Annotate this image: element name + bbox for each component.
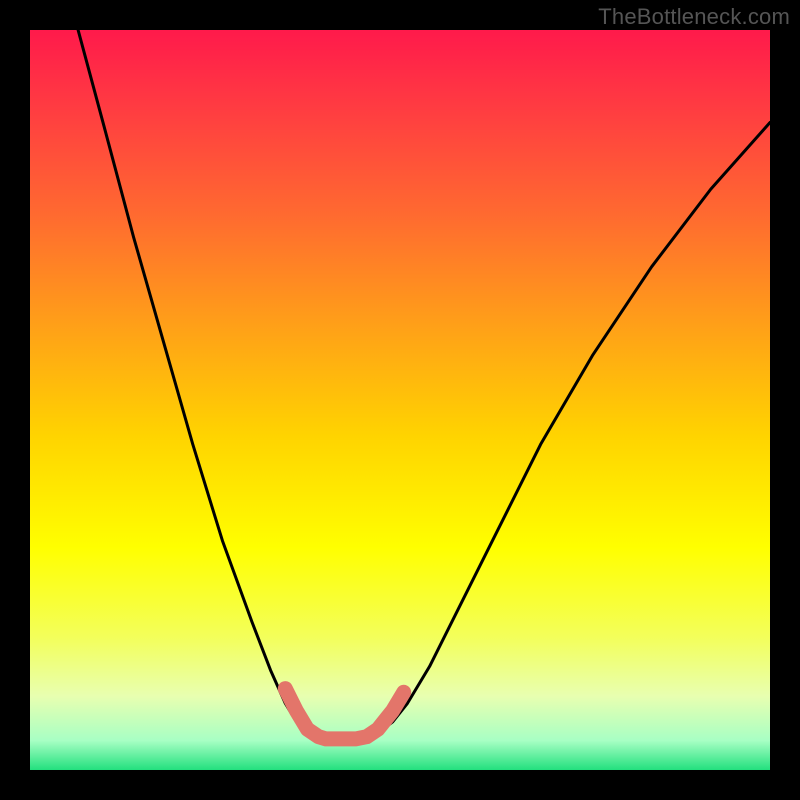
- chart-canvas: TheBottleneck.com: [0, 0, 800, 800]
- bottleneck-chart: [0, 0, 800, 800]
- plot-background: [30, 30, 770, 770]
- watermark-text: TheBottleneck.com: [598, 4, 790, 30]
